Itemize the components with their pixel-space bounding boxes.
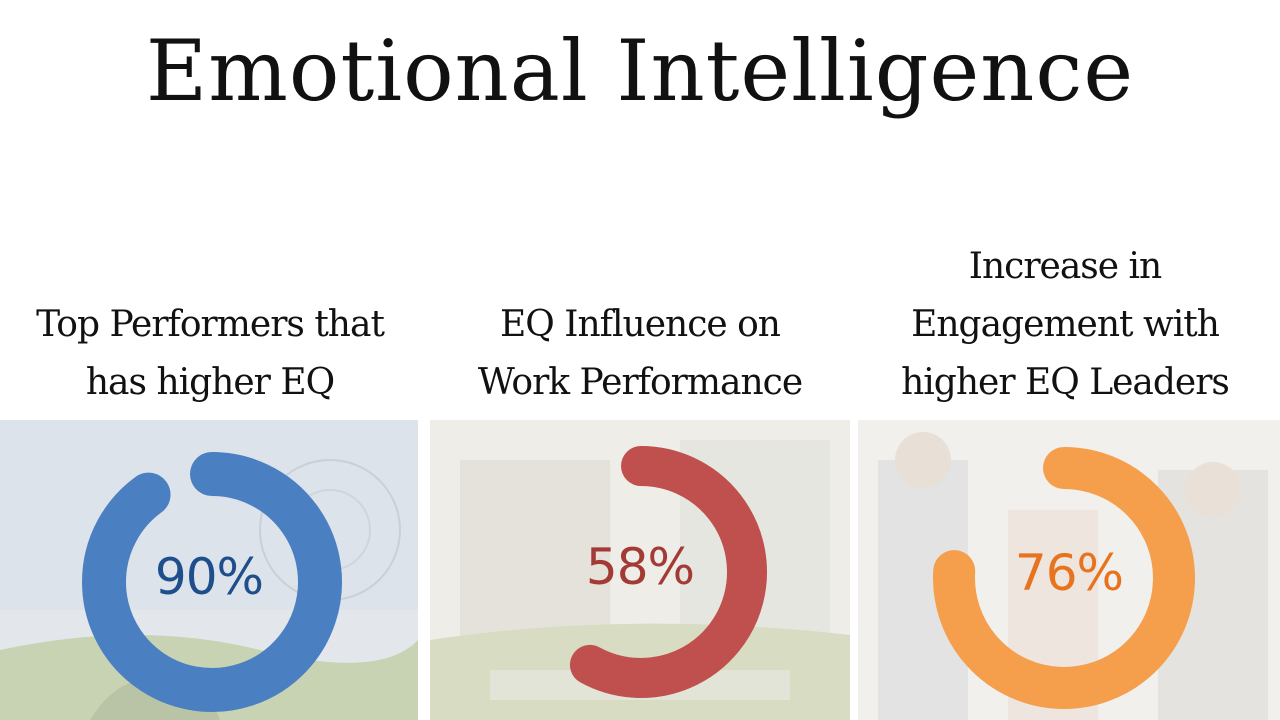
chart-3-label-line-3: higher EQ Leaders [901, 362, 1230, 403]
chart-2-donut [569, 446, 767, 698]
page-title: Emotional Intelligence [145, 22, 1135, 120]
chart-1-donut-arc [82, 452, 342, 712]
chart-2-label: EQ Influence on Work Performance [430, 296, 850, 412]
chart-3-donut-arc [933, 447, 1195, 709]
chart-2-value-label: 58% [585, 538, 695, 596]
chart-1-label: Top Performers that has higher EQ [0, 296, 420, 412]
chart-2-donut-arc [569, 446, 767, 698]
chart-2-panel: 58% [430, 420, 850, 720]
chart-1-panel: 90% [0, 420, 418, 720]
chart-3-value-label: 76% [1014, 544, 1124, 602]
chart-1-label-line-1: Top Performers that [36, 304, 385, 345]
chart-1-label-line-2: has higher EQ [85, 362, 335, 403]
chart-1-value-label: 90% [154, 548, 264, 606]
chart-1-donut [82, 452, 342, 712]
chart-2-label-line-1: EQ Influence on [500, 304, 781, 345]
chart-3-panel: 76% [858, 420, 1280, 720]
chart-3-label: Increase in Engagement with higher EQ Le… [850, 238, 1280, 412]
chart-3-donut [933, 447, 1195, 709]
chart-3-label-line-2: Engagement with [911, 304, 1220, 345]
chart-2-label-line-2: Work Performance [477, 362, 803, 403]
chart-3-label-line-1: Increase in [968, 246, 1162, 287]
